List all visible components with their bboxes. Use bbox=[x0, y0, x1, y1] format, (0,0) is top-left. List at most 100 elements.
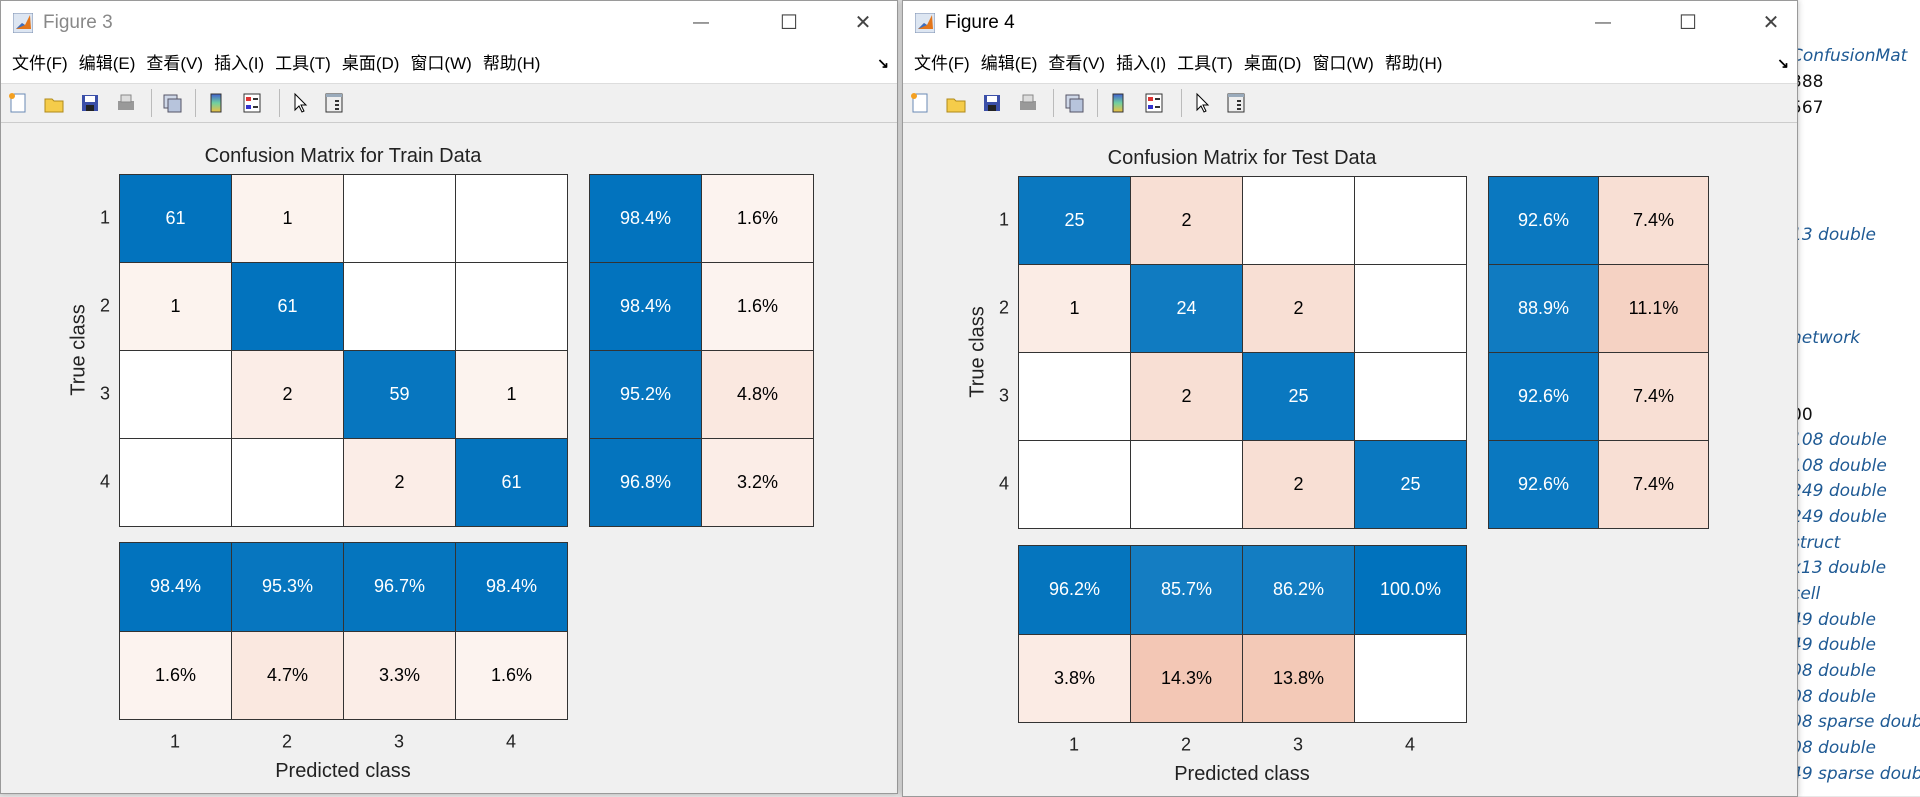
print-icon[interactable] bbox=[1017, 92, 1039, 114]
matrix-cell: 2 bbox=[1242, 440, 1355, 529]
dock-figure-icon[interactable]: ↘ bbox=[877, 55, 889, 71]
workspace-variable-text[interactable]: 567 bbox=[1791, 98, 1824, 118]
menu-item[interactable]: 工具(T) bbox=[275, 54, 331, 73]
minimize-button[interactable]: — bbox=[693, 14, 709, 31]
column-summary-cell: 96.7% bbox=[343, 542, 456, 632]
column-summary-cell: 98.4% bbox=[119, 542, 232, 632]
print-icon[interactable] bbox=[115, 92, 137, 114]
workspace-variable-text[interactable]: 49 sparse doub bbox=[1791, 764, 1920, 784]
y-tick-label: 4 bbox=[99, 471, 111, 492]
close-button[interactable]: ✕ bbox=[854, 12, 872, 34]
minimize-button[interactable]: — bbox=[1595, 14, 1611, 31]
chart-title: Confusion Matrix for Test Data bbox=[1107, 147, 1377, 169]
new-figure-icon[interactable] bbox=[7, 92, 29, 114]
menu-bar: 文件(F) 编辑(E) 查看(V) 插入(I) 工具(T) 桌面(D) 窗口(W) 帮助(H)… bbox=[1, 45, 897, 84]
menu-item[interactable]: 查看(V) bbox=[1048, 54, 1106, 73]
maximize-button[interactable]: ☐ bbox=[780, 12, 798, 34]
matrix-cell bbox=[231, 438, 344, 527]
menu-item[interactable]: 文件(F) bbox=[12, 54, 68, 73]
workspace-variable-text[interactable]: 108 double bbox=[1791, 456, 1887, 476]
menu-item[interactable]: 插入(I) bbox=[1116, 54, 1167, 73]
menu-item[interactable]: 查看(V) bbox=[146, 54, 204, 73]
save-icon[interactable] bbox=[79, 92, 101, 114]
workspace-variable-text[interactable]: x13 double bbox=[1791, 558, 1887, 578]
y-tick-label: 2 bbox=[998, 297, 1010, 318]
legend-icon[interactable] bbox=[241, 92, 263, 114]
matrix-cell: 1 bbox=[231, 174, 344, 263]
menu-item[interactable]: 编辑(E) bbox=[980, 54, 1038, 73]
save-icon[interactable] bbox=[981, 92, 1003, 114]
row-summary-cell: 98.4% bbox=[589, 174, 702, 263]
workspace-variable-text[interactable]: 49 double bbox=[1791, 635, 1876, 655]
menu-item[interactable]: 文件(F) bbox=[914, 54, 970, 73]
menu-item[interactable]: 帮助(H) bbox=[482, 54, 541, 73]
link-icon[interactable] bbox=[161, 92, 183, 114]
property-inspector-icon[interactable] bbox=[323, 92, 345, 114]
matrix-cell bbox=[343, 174, 456, 263]
dock-figure-icon[interactable]: ↘ bbox=[1777, 55, 1789, 71]
matrix-cell: 2 bbox=[1130, 176, 1243, 265]
y-tick-label: 3 bbox=[998, 385, 1010, 406]
matrix-cell bbox=[1354, 264, 1467, 353]
confusion-matrix-chart: Confusion Matrix for Train Data 61 1 1 61 2 59… bbox=[1, 123, 897, 793]
workspace-variable-text[interactable]: 08 double bbox=[1791, 738, 1876, 758]
new-figure-icon[interactable] bbox=[909, 92, 931, 114]
column-summary-cell: 14.3% bbox=[1130, 633, 1243, 723]
pointer-icon[interactable] bbox=[289, 92, 311, 114]
workspace-variable-text[interactable]: 249 double bbox=[1791, 481, 1887, 501]
x-tick-label: 4 bbox=[1404, 734, 1416, 755]
matlab-logo-icon bbox=[914, 12, 936, 34]
y-tick-label: 1 bbox=[99, 207, 111, 228]
menu-item[interactable]: 帮助(H) bbox=[1384, 54, 1443, 73]
workspace-variable-text[interactable]: 249 double bbox=[1791, 507, 1887, 527]
figure-3-window: Figure 3 — ☐ ✕ 文件(F) 编辑(E) 查看(V) 插入(I) 工具(T) 桌面(D… bbox=[0, 0, 898, 794]
workspace-variable-text[interactable]: ConfusionMat bbox=[1791, 46, 1908, 66]
workspace-variable-text[interactable]: cell bbox=[1791, 584, 1821, 604]
workspace-variable-text[interactable]: network bbox=[1791, 328, 1861, 348]
workspace-variable-text[interactable]: struct bbox=[1791, 533, 1841, 553]
row-summary-cell: 11.1% bbox=[1598, 264, 1709, 353]
workspace-variable-text[interactable]: 388 bbox=[1791, 72, 1824, 92]
x-tick-label: 1 bbox=[169, 731, 181, 752]
menu-item[interactable]: 窗口(W) bbox=[410, 54, 472, 73]
menu-item[interactable]: 编辑(E) bbox=[78, 54, 136, 73]
close-button[interactable]: ✕ bbox=[1762, 12, 1780, 34]
workspace-variable-text[interactable]: 108 double bbox=[1791, 430, 1887, 450]
menu-item[interactable]: 插入(I) bbox=[214, 54, 265, 73]
colorbar-icon[interactable] bbox=[1107, 92, 1129, 114]
link-icon[interactable] bbox=[1063, 92, 1085, 114]
figure-4-window: Figure 4 — ☐ ✕ 文件(F) 编辑(E) 查看(V) 插入(I) 工具(T) 桌面(D… bbox=[902, 0, 1798, 797]
matrix-cell bbox=[343, 262, 456, 351]
open-file-icon[interactable] bbox=[945, 92, 967, 114]
maximize-button[interactable]: ☐ bbox=[1679, 12, 1697, 34]
workspace-variable-text[interactable]: 08 double bbox=[1791, 687, 1876, 707]
matrix-cell bbox=[455, 174, 568, 263]
matrix-cell bbox=[1354, 352, 1467, 441]
workspace-variable-text[interactable]: 49 double bbox=[1791, 610, 1876, 630]
row-summary-cell: 92.6% bbox=[1488, 352, 1599, 441]
column-summary-cell: 96.2% bbox=[1018, 545, 1131, 635]
column-summary-cell: 100.0% bbox=[1354, 545, 1467, 635]
menu-item[interactable]: 窗口(W) bbox=[1312, 54, 1374, 73]
row-summary-cell: 92.6% bbox=[1488, 176, 1599, 265]
workspace-variable-text[interactable]: 13 double bbox=[1791, 225, 1876, 245]
row-summary-cell: 7.4% bbox=[1598, 176, 1709, 265]
row-summary-cell: 98.4% bbox=[589, 262, 702, 351]
matrix-cell: 25 bbox=[1242, 352, 1355, 441]
menu-item[interactable]: 工具(T) bbox=[1177, 54, 1233, 73]
legend-icon[interactable] bbox=[1143, 92, 1165, 114]
menu-item[interactable]: 桌面(D) bbox=[1243, 54, 1302, 73]
column-summary-cell: 3.8% bbox=[1018, 633, 1131, 723]
title-bar: Figure 3 — ☐ ✕ bbox=[1, 1, 897, 45]
column-summary-cell: 98.4% bbox=[455, 542, 568, 632]
matrix-cell bbox=[1018, 440, 1131, 529]
colorbar-icon[interactable] bbox=[205, 92, 227, 114]
workspace-variable-text[interactable]: 08 double bbox=[1791, 661, 1876, 681]
pointer-icon[interactable] bbox=[1191, 92, 1213, 114]
matrix-cell bbox=[1354, 176, 1467, 265]
property-inspector-icon[interactable] bbox=[1225, 92, 1247, 114]
column-summary-cell: 1.6% bbox=[455, 630, 568, 720]
menu-item[interactable]: 桌面(D) bbox=[341, 54, 400, 73]
workspace-variable-text[interactable]: 08 sparse doub bbox=[1791, 712, 1920, 732]
open-file-icon[interactable] bbox=[43, 92, 65, 114]
